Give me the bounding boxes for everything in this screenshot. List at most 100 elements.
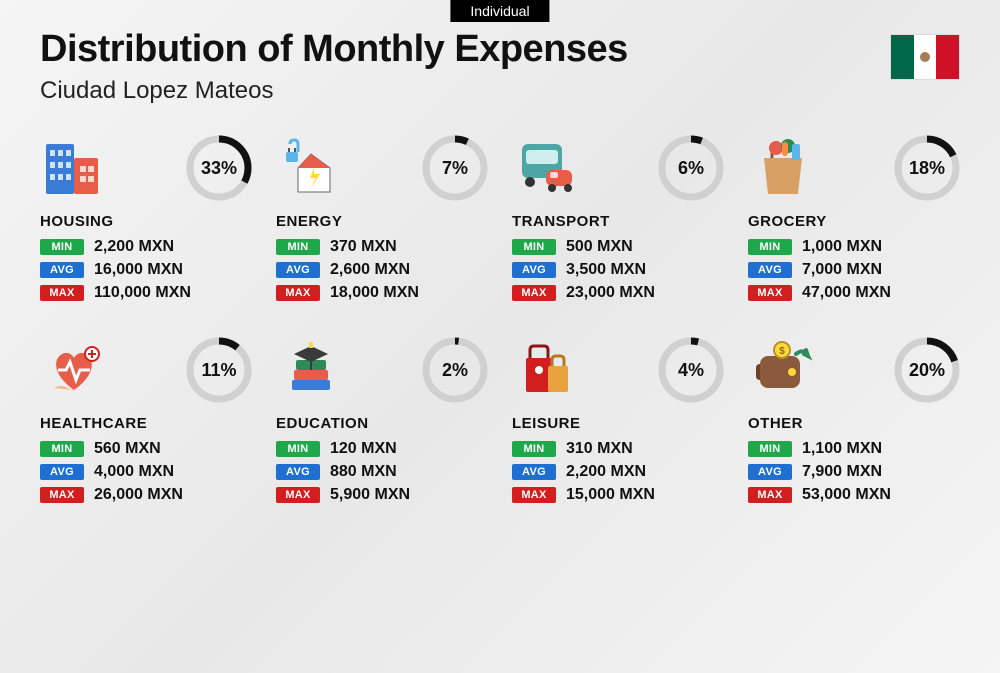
mexico-flag-icon	[890, 34, 960, 80]
avg-badge: AVG	[748, 464, 792, 480]
percent-ring: 4%	[658, 337, 724, 403]
min-badge: MIN	[748, 239, 792, 255]
min-value: 120 MXN	[330, 440, 397, 458]
category-card-education: 2% EDUCATION MIN 120 MXN AVG 880 MXN MAX…	[276, 335, 488, 509]
grocery-icon	[748, 135, 818, 201]
stats: MIN 370 MXN AVG 2,600 MXN MAX 18,000 MXN	[276, 238, 488, 302]
avg-value: 7,900 MXN	[802, 463, 882, 481]
avg-value: 2,200 MXN	[566, 463, 646, 481]
avg-badge: AVG	[40, 262, 84, 278]
avg-value: 4,000 MXN	[94, 463, 174, 481]
percent-label: 2%	[422, 337, 488, 403]
housing-icon	[40, 135, 110, 201]
max-badge: MAX	[276, 487, 320, 503]
min-badge: MIN	[276, 239, 320, 255]
category-name: ENERGY	[276, 213, 488, 230]
category-name: TRANSPORT	[512, 213, 724, 230]
category-name: EDUCATION	[276, 415, 488, 432]
max-value: 23,000 MXN	[566, 284, 655, 302]
percent-label: 18%	[894, 135, 960, 201]
category-name: OTHER	[748, 415, 960, 432]
min-value: 2,200 MXN	[94, 238, 174, 256]
stats: MIN 1,100 MXN AVG 7,900 MXN MAX 53,000 M…	[748, 440, 960, 504]
min-value: 310 MXN	[566, 440, 633, 458]
percent-ring: 20%	[894, 337, 960, 403]
healthcare-icon	[40, 337, 110, 403]
max-value: 18,000 MXN	[330, 284, 419, 302]
max-badge: MAX	[276, 285, 320, 301]
avg-badge: AVG	[276, 464, 320, 480]
category-card-energy: 7% ENERGY MIN 370 MXN AVG 2,600 MXN MAX …	[276, 133, 488, 307]
percent-label: 6%	[658, 135, 724, 201]
category-name: HEALTHCARE	[40, 415, 252, 432]
leisure-icon	[512, 337, 582, 403]
category-card-leisure: 4% LEISURE MIN 310 MXN AVG 2,200 MXN MAX…	[512, 335, 724, 509]
max-value: 110,000 MXN	[94, 284, 191, 302]
avg-value: 7,000 MXN	[802, 261, 882, 279]
header: Distribution of Monthly Expenses Ciudad …	[0, 0, 1000, 105]
min-value: 370 MXN	[330, 238, 397, 256]
other-icon: $	[748, 337, 818, 403]
max-badge: MAX	[512, 285, 556, 301]
avg-badge: AVG	[512, 262, 556, 278]
percent-label: 7%	[422, 135, 488, 201]
percent-ring: 11%	[186, 337, 252, 403]
avg-badge: AVG	[512, 464, 556, 480]
percent-label: 20%	[894, 337, 960, 403]
max-badge: MAX	[40, 487, 84, 503]
max-value: 15,000 MXN	[566, 486, 655, 504]
min-value: 1,100 MXN	[802, 440, 882, 458]
percent-label: 11%	[186, 337, 252, 403]
page-subtitle: Ciudad Lopez Mateos	[40, 77, 960, 105]
percent-ring: 2%	[422, 337, 488, 403]
education-icon	[276, 337, 346, 403]
percent-ring: 6%	[658, 135, 724, 201]
stats: MIN 500 MXN AVG 3,500 MXN MAX 23,000 MXN	[512, 238, 724, 302]
stats: MIN 310 MXN AVG 2,200 MXN MAX 15,000 MXN	[512, 440, 724, 504]
max-value: 26,000 MXN	[94, 486, 183, 504]
category-name: HOUSING	[40, 213, 252, 230]
min-value: 560 MXN	[94, 440, 161, 458]
max-value: 5,900 MXN	[330, 486, 410, 504]
energy-icon	[276, 135, 346, 201]
max-value: 53,000 MXN	[802, 486, 891, 504]
stats: MIN 2,200 MXN AVG 16,000 MXN MAX 110,000…	[40, 238, 252, 302]
min-badge: MIN	[40, 239, 84, 255]
max-badge: MAX	[748, 487, 792, 503]
stats: MIN 1,000 MXN AVG 7,000 MXN MAX 47,000 M…	[748, 238, 960, 302]
min-value: 1,000 MXN	[802, 238, 882, 256]
min-badge: MIN	[512, 239, 556, 255]
category-card-other: $ 20% OTHER MIN 1,100 MXN AVG 7,900 MXN	[748, 335, 960, 509]
max-badge: MAX	[748, 285, 792, 301]
category-name: GROCERY	[748, 213, 960, 230]
avg-badge: AVG	[40, 464, 84, 480]
avg-badge: AVG	[748, 262, 792, 278]
max-value: 47,000 MXN	[802, 284, 891, 302]
category-card-housing: 33% HOUSING MIN 2,200 MXN AVG 16,000 MXN…	[40, 133, 252, 307]
avg-value: 2,600 MXN	[330, 261, 410, 279]
min-badge: MIN	[276, 441, 320, 457]
avg-badge: AVG	[276, 262, 320, 278]
category-name: LEISURE	[512, 415, 724, 432]
percent-label: 4%	[658, 337, 724, 403]
avg-value: 16,000 MXN	[94, 261, 183, 279]
stats: MIN 120 MXN AVG 880 MXN MAX 5,900 MXN	[276, 440, 488, 504]
categories-grid: 33% HOUSING MIN 2,200 MXN AVG 16,000 MXN…	[0, 105, 1000, 539]
category-card-transport: 6% TRANSPORT MIN 500 MXN AVG 3,500 MXN M…	[512, 133, 724, 307]
min-badge: MIN	[512, 441, 556, 457]
percent-ring: 18%	[894, 135, 960, 201]
category-card-grocery: 18% GROCERY MIN 1,000 MXN AVG 7,000 MXN …	[748, 133, 960, 307]
max-badge: MAX	[40, 285, 84, 301]
avg-value: 3,500 MXN	[566, 261, 646, 279]
percent-ring: 33%	[186, 135, 252, 201]
min-value: 500 MXN	[566, 238, 633, 256]
max-badge: MAX	[512, 487, 556, 503]
percent-label: 33%	[186, 135, 252, 201]
min-badge: MIN	[40, 441, 84, 457]
min-badge: MIN	[748, 441, 792, 457]
avg-value: 880 MXN	[330, 463, 397, 481]
page-title: Distribution of Monthly Expenses	[40, 28, 960, 71]
stats: MIN 560 MXN AVG 4,000 MXN MAX 26,000 MXN	[40, 440, 252, 504]
category-card-healthcare: 11% HEALTHCARE MIN 560 MXN AVG 4,000 MXN…	[40, 335, 252, 509]
percent-ring: 7%	[422, 135, 488, 201]
